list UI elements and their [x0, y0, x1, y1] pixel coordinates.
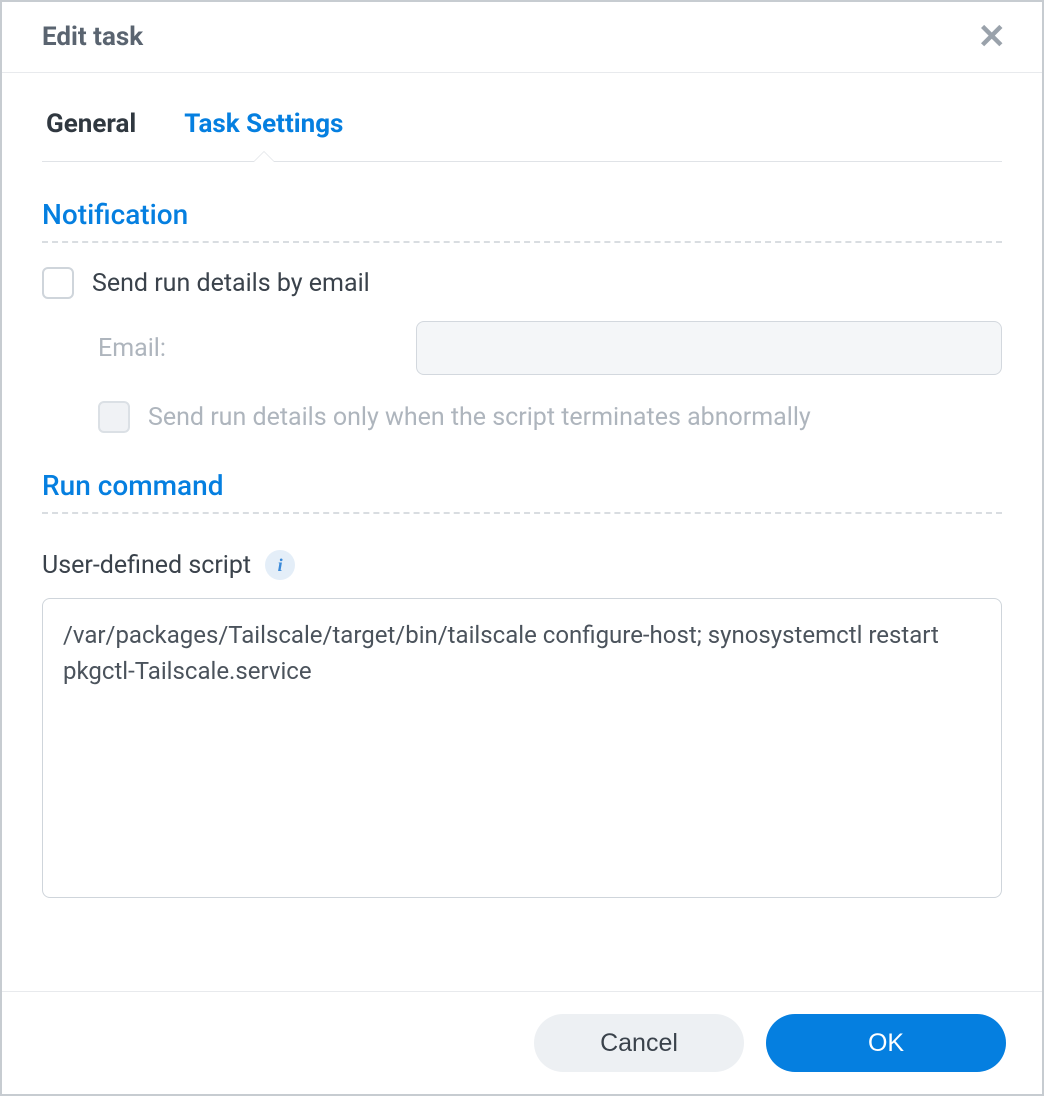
send-email-label: Send run details by email: [92, 269, 370, 298]
edit-task-dialog: Edit task ✕ General Task Settings Notifi…: [0, 0, 1044, 1096]
section-run-command-title: Run command: [42, 469, 1002, 502]
email-field-row: Email:: [98, 321, 1002, 375]
only-abnormal-row: Send run details only when the script te…: [98, 401, 1002, 433]
script-label-row: User-defined script i: [42, 550, 1002, 580]
send-email-checkbox[interactable]: [42, 267, 74, 299]
only-abnormal-label: Send run details only when the script te…: [148, 403, 811, 432]
tab-general[interactable]: General: [42, 93, 140, 161]
ok-button[interactable]: OK: [766, 1014, 1006, 1072]
dialog-title: Edit task: [42, 22, 143, 52]
tab-bar: General Task Settings: [42, 93, 1002, 162]
dialog-body: General Task Settings Notification Send …: [2, 73, 1042, 991]
email-field[interactable]: [416, 321, 1002, 375]
titlebar: Edit task ✕: [2, 2, 1042, 73]
info-icon[interactable]: i: [265, 550, 295, 580]
cancel-button[interactable]: Cancel: [534, 1014, 744, 1072]
email-field-label: Email:: [98, 334, 398, 363]
script-label: User-defined script: [42, 551, 251, 580]
section-divider: [42, 512, 1002, 514]
section-divider: [42, 241, 1002, 243]
send-email-row: Send run details by email: [42, 267, 1002, 299]
dialog-footer: Cancel OK: [2, 991, 1042, 1094]
section-notification-title: Notification: [42, 198, 1002, 231]
close-icon[interactable]: ✕: [972, 20, 1013, 54]
user-script-textarea[interactable]: [42, 598, 1002, 898]
only-abnormal-checkbox: [98, 401, 130, 433]
tab-task-settings[interactable]: Task Settings: [180, 93, 347, 161]
